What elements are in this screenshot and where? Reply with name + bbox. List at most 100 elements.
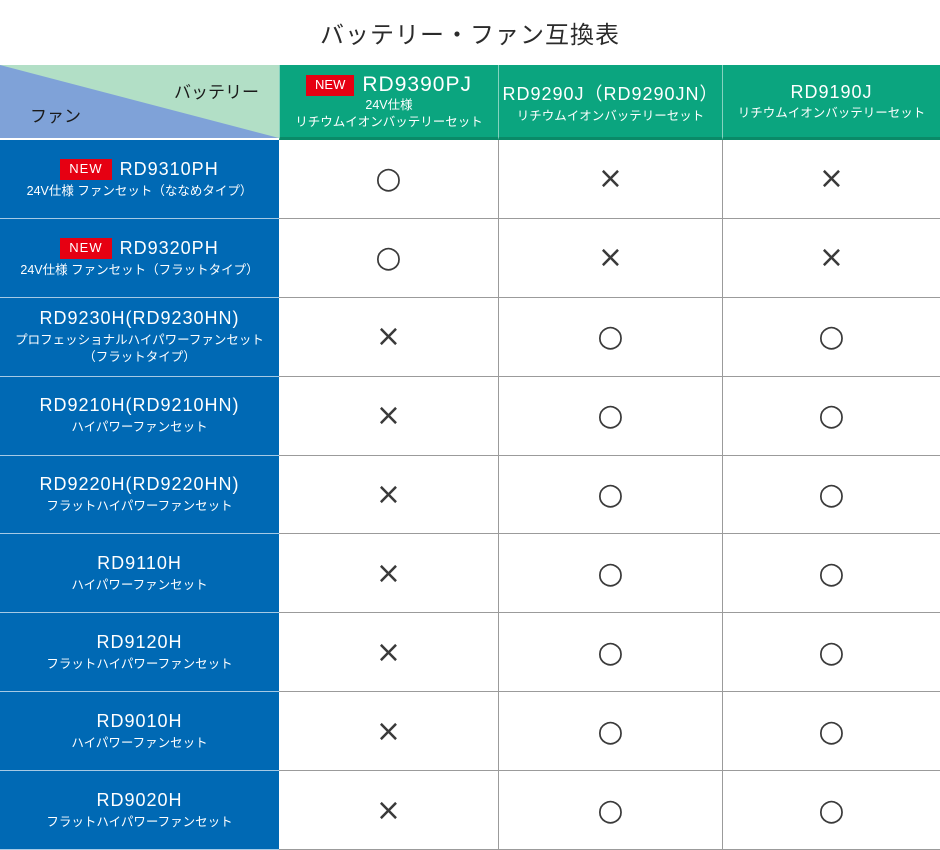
compat-mark: ○: [597, 792, 624, 828]
fan-row-header-rd9310ph: NEW RD9310PH 24V仕様 ファンセット（ななめタイプ）: [0, 140, 279, 219]
corner-battery-label: バッテリー: [174, 83, 259, 102]
compat-mark: ×: [375, 398, 402, 434]
compat-cell: ○: [498, 297, 722, 377]
compat-mark: ○: [597, 398, 624, 434]
fan-row-header-rd9210h: RD9210H(RD9210HN) ハイパワーファンセット: [0, 376, 279, 456]
compat-mark: ○: [597, 555, 624, 591]
battery-set-name: リチウムイオンバッテリーセット: [737, 106, 926, 121]
compat-cell: ○: [722, 534, 940, 614]
fan-model-name: RD9110H: [97, 553, 182, 574]
battery-column-header-rd9190j: RD9190J リチウムイオンバッテリーセット: [722, 65, 940, 140]
compat-mark: ×: [375, 713, 402, 749]
fan-row-header-rd9220h: RD9220H(RD9220HN) フラットハイパワーファンセット: [0, 455, 279, 535]
compat-cell: ○: [722, 692, 940, 772]
compat-mark: ○: [375, 240, 402, 276]
compat-cell: ○: [722, 455, 940, 535]
compat-mark: ○: [818, 634, 845, 670]
compat-cell: ○: [279, 140, 498, 219]
compat-cell: ○: [722, 613, 940, 693]
compat-mark: ○: [818, 398, 845, 434]
battery-set-name: リチウムイオンバッテリーセット: [516, 108, 705, 123]
compat-cell: ×: [279, 376, 498, 456]
compat-mark: ×: [375, 555, 402, 591]
fan-set-name: フラットハイパワーファンセット: [46, 814, 233, 829]
compat-cell: ×: [279, 692, 498, 772]
compat-cell: ×: [279, 534, 498, 614]
compat-cell: ×: [279, 613, 498, 693]
fan-set-name: フラットハイパワーファンセット: [46, 499, 233, 514]
compat-mark: ○: [597, 634, 624, 670]
battery-spec: 24V仕様: [365, 98, 413, 113]
fan-model-line: NEW RD9310PH: [60, 159, 218, 180]
fan-set-name: フラットハイパワーファンセット: [46, 657, 233, 672]
compat-cell: ×: [279, 297, 498, 377]
compat-mark: ○: [597, 476, 624, 512]
battery-model-line: NEW RD9390PJ: [306, 73, 472, 97]
compat-cell: ×: [279, 771, 498, 850]
battery-model-name: RD9290J（RD9290JN）: [502, 83, 719, 104]
compat-mark: ○: [818, 792, 845, 828]
compat-cell: ○: [498, 692, 722, 772]
fan-model-name: RD9310PH: [119, 158, 219, 179]
page-title: バッテリー・ファン互換表: [320, 22, 620, 49]
fan-model-name: RD9010H: [96, 711, 183, 732]
fan-set-name: ハイパワーファンセット: [71, 736, 208, 751]
compat-mark: ○: [375, 161, 402, 197]
fan-model-name: RD9120H: [96, 632, 183, 653]
compat-cell: ○: [498, 771, 722, 850]
compat-mark: ○: [818, 319, 845, 355]
fan-set-name: ハイパワーファンセット: [71, 420, 208, 435]
compat-cell: ×: [498, 218, 722, 298]
fan-model-name: RD9220H(RD9220HN): [39, 474, 240, 495]
compat-mark: ×: [597, 240, 624, 276]
fan-model-name: RD9020H: [96, 789, 183, 810]
compat-cell: ○: [498, 534, 722, 614]
battery-column-header-rd9290j: RD9290J（RD9290JN） リチウムイオンバッテリーセット: [498, 65, 722, 140]
fan-set-name: 24V仕様 ファンセット（フラットタイプ）: [20, 262, 259, 277]
fan-set-name: プロフェッショナルハイパワーファンセット: [15, 333, 264, 348]
compat-cell: ×: [279, 455, 498, 535]
fan-row-header-rd9010h: RD9010H ハイパワーファンセット: [0, 692, 279, 772]
compat-cell: ×: [722, 140, 940, 219]
fan-set-name: 24V仕様 ファンセット（ななめタイプ）: [26, 183, 253, 198]
compat-mark: ○: [818, 713, 845, 749]
fan-model-name: RD9320PH: [119, 237, 219, 258]
new-badge: NEW: [60, 237, 112, 259]
compat-mark: ×: [375, 792, 402, 828]
fan-row-header-rd9120h: RD9120H フラットハイパワーファンセット: [0, 613, 279, 693]
fan-set-name: ハイパワーファンセット: [71, 578, 208, 593]
battery-column-header-rd9390pj: NEW RD9390PJ 24V仕様 リチウムイオンバッテリーセット: [279, 65, 498, 140]
compat-mark: ○: [818, 555, 845, 591]
compat-mark: ×: [375, 634, 402, 670]
compatibility-table: バッテリー ファン NEW RD9390PJ 24V仕様 リチウムイオンバッテリ…: [0, 65, 940, 850]
title-bar: バッテリー・ファン互換表: [0, 0, 940, 65]
compat-cell: ○: [498, 613, 722, 693]
compat-mark: ○: [597, 319, 624, 355]
new-badge: NEW: [60, 158, 112, 180]
new-badge: NEW: [306, 74, 355, 96]
compat-mark: ×: [818, 161, 845, 197]
compat-mark: ○: [597, 713, 624, 749]
fan-model-name: RD9230H(RD9230HN): [39, 308, 240, 329]
fan-set-type: （フラットタイプ）: [83, 349, 196, 364]
compat-cell: ○: [498, 376, 722, 456]
compat-mark: ×: [597, 161, 624, 197]
compat-cell: ×: [498, 140, 722, 219]
corner-fan-label: ファン: [30, 107, 81, 126]
fan-row-header-rd9020h: RD9020H フラットハイパワーファンセット: [0, 771, 279, 850]
compat-cell: ×: [722, 218, 940, 298]
corner-header-cell: バッテリー ファン: [0, 65, 279, 140]
compat-cell: ○: [279, 218, 498, 298]
battery-model-name: RD9190J: [790, 82, 873, 103]
fan-row-header-rd9320ph: NEW RD9320PH 24V仕様 ファンセット（フラットタイプ）: [0, 218, 279, 298]
compat-mark: ○: [818, 476, 845, 512]
battery-model-name: RD9390PJ: [362, 73, 472, 97]
fan-model-name: RD9210H(RD9210HN): [39, 395, 240, 416]
compat-cell: ○: [722, 376, 940, 456]
compat-cell: ○: [722, 771, 940, 850]
battery-set-name: リチウムイオンバッテリーセット: [295, 115, 483, 129]
fan-row-header-rd9230h: RD9230H(RD9230HN) プロフェッショナルハイパワーファンセット （…: [0, 297, 279, 377]
compat-cell: ○: [498, 455, 722, 535]
compat-mark: ×: [375, 476, 402, 512]
